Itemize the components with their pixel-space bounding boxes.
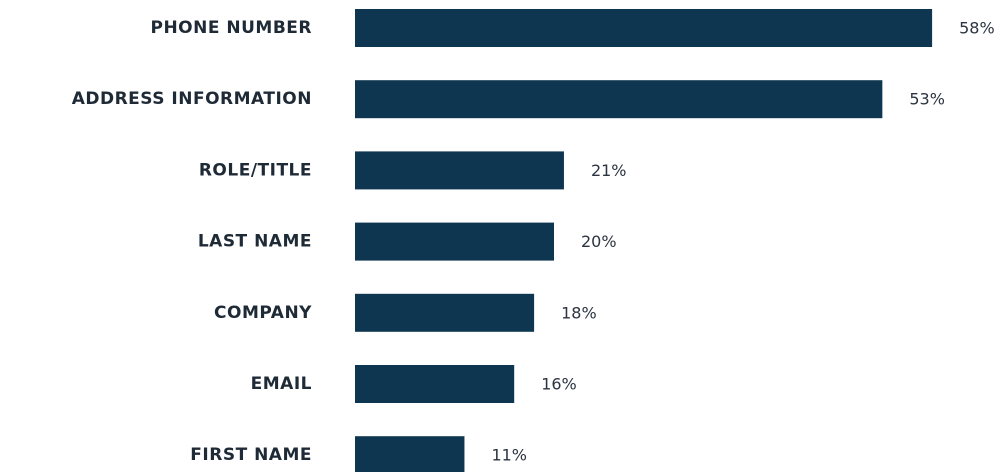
bar (355, 365, 515, 403)
value-label: 16% (541, 375, 577, 394)
bar (355, 293, 535, 332)
category-label: COMPANY (214, 303, 312, 323)
bar (355, 151, 564, 190)
category-label: PHONE NUMBER (150, 18, 312, 38)
category-label: LAST NAME (198, 232, 312, 252)
value-label: 18% (561, 303, 597, 322)
value-label: 58% (959, 19, 995, 38)
bar (355, 80, 883, 119)
bar (355, 9, 933, 47)
value-label: 11% (491, 446, 527, 465)
category-label: FIRST NAME (190, 445, 312, 465)
category-label: ROLE/TITLE (199, 160, 312, 180)
category-label: ADDRESS INFORMATION (72, 89, 312, 109)
value-label: 20% (581, 232, 617, 251)
value-label: 53% (909, 90, 945, 109)
bar (355, 222, 554, 261)
category-label: EMAIL (251, 374, 312, 394)
value-label: 21% (591, 161, 627, 180)
bar (355, 436, 465, 472)
